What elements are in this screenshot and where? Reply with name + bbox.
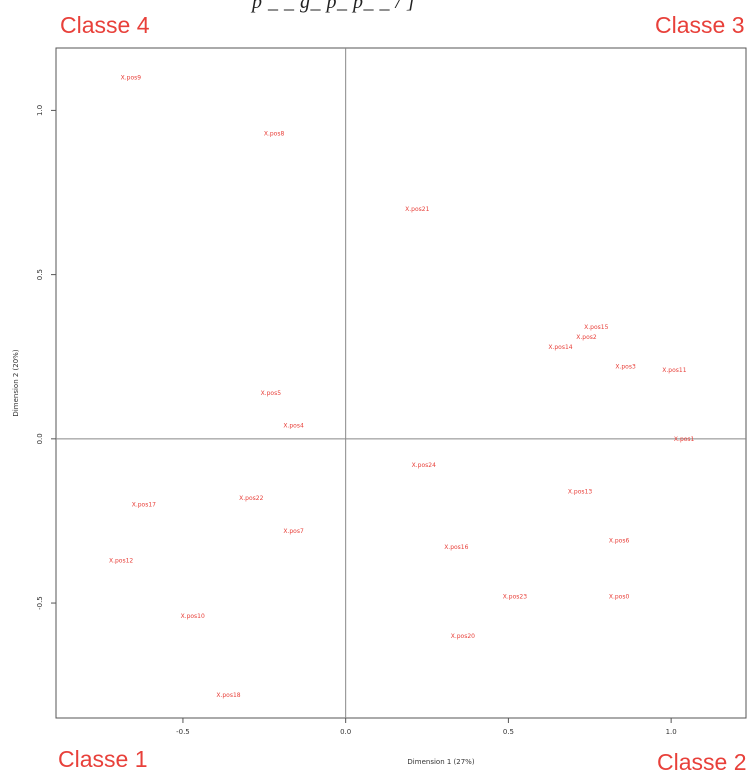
- y-tick-label: 0.5: [36, 269, 44, 280]
- point-label: X.pos12: [109, 557, 133, 564]
- classe-1-label: Classe 1: [58, 746, 148, 772]
- point-label: X.pos15: [584, 324, 608, 331]
- plot-frame: [55, 47, 747, 719]
- cropped-header-text: p _ _ g_ p_ p_ _ / ]: [252, 0, 416, 13]
- x-tick-label: 0.5: [503, 728, 514, 736]
- point-label: X.pos3: [615, 364, 636, 371]
- point-label: X.pos10: [181, 613, 205, 620]
- point-label: X.pos22: [239, 495, 263, 502]
- point-label: X.pos1: [674, 436, 695, 443]
- point-label: X.pos4: [283, 423, 304, 430]
- point-label: X.pos20: [451, 633, 475, 640]
- point-label: X.pos8: [264, 130, 285, 137]
- y-axis-title: Dimension 2 (20%): [12, 349, 20, 416]
- point-label: X.pos14: [548, 344, 572, 351]
- y-tick-label: -0.5: [36, 596, 44, 610]
- x-tick-label: 0.0: [340, 728, 351, 736]
- point-label: X.pos6: [609, 538, 630, 545]
- point-label: X.pos18: [216, 692, 240, 699]
- point-label: X.pos5: [261, 390, 282, 397]
- classe-3-label: Classe 3: [655, 12, 745, 38]
- point-labels: X.pos9 X.pos8 X.pos21 X.pos15 X.pos2 X.pos14 X…: [109, 75, 695, 699]
- point-label: X.pos0: [609, 593, 630, 600]
- point-label: X.pos7: [283, 528, 304, 535]
- x-tick-label: 1.0: [666, 728, 677, 736]
- point-label: X.pos23: [503, 593, 527, 600]
- point-label: X.pos24: [412, 462, 436, 469]
- point-label: X.pos16: [444, 544, 468, 551]
- y-tick-label: 0.0: [36, 433, 44, 444]
- point-label: X.pos11: [662, 367, 686, 374]
- point-label: X.pos21: [405, 206, 429, 213]
- x-axis: -0.5 0.0 0.5 1.0: [176, 718, 677, 736]
- y-axis: -0.5 0.0 0.5 1.0: [36, 105, 56, 610]
- point-label: X.pos13: [568, 488, 592, 495]
- classe-4-label: Classe 4: [60, 12, 150, 38]
- point-label: X.pos17: [132, 502, 156, 509]
- point-label: X.pos9: [121, 75, 142, 82]
- x-axis-title: Dimension 1 (27%): [407, 758, 474, 766]
- x-tick-label: -0.5: [176, 728, 190, 736]
- point-label: X.pos2: [576, 334, 597, 341]
- y-tick-label: 1.0: [36, 105, 44, 116]
